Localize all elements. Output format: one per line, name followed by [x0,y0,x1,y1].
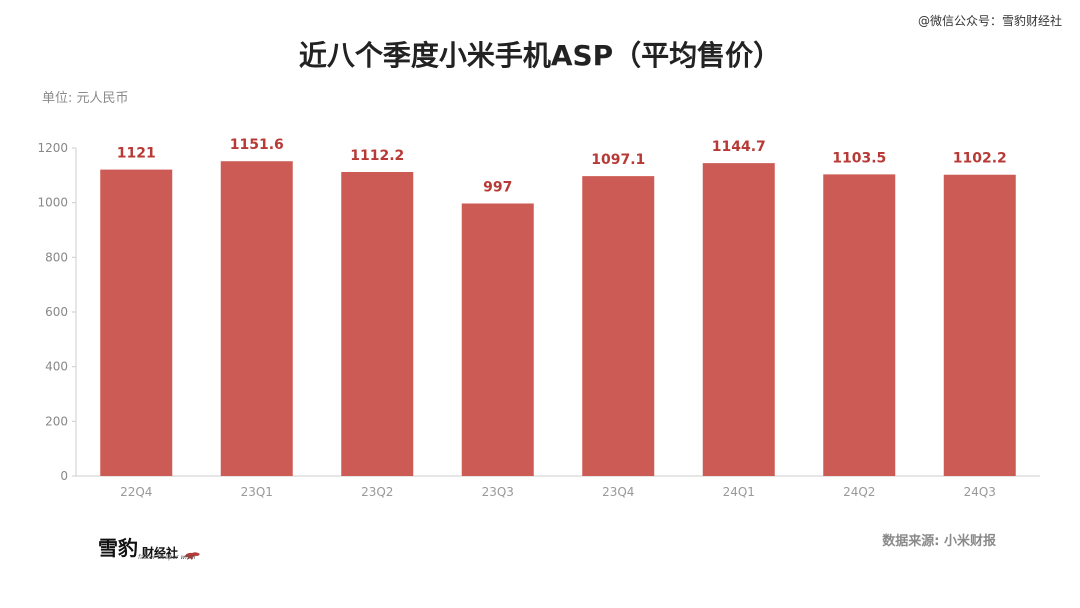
bar [702,163,775,476]
data-label: 1144.7 [712,139,766,155]
x-tick-label: 23Q3 [482,485,514,499]
bar [582,176,655,476]
x-tick-label: 24Q3 [964,485,996,499]
unit-label: 单位: 元人民币 [42,91,129,106]
y-tick-label: 800 [45,250,68,264]
data-label: 1097.1 [591,152,645,168]
bar [943,174,1016,476]
data-label: 997 [483,179,512,195]
chart-title: 近八个季度小米手机ASP（平均售价） [298,39,782,72]
data-label: 1121 [117,146,156,162]
data-label: 1103.5 [832,150,886,166]
y-tick-label: 0 [60,469,68,483]
data-label: 1112.2 [350,148,404,164]
bar [461,203,534,476]
x-tick-label: 23Q1 [241,485,273,499]
x-tick-label: 23Q4 [602,485,634,499]
leopard-icon [184,552,201,560]
y-tick-label: 400 [45,360,68,374]
bar [341,171,414,477]
x-tick-label: 24Q1 [723,485,755,499]
logo-tagline: faster deeper wiser [138,554,197,561]
source-label: 数据来源: 小米财报 [882,534,996,549]
bar [100,169,173,477]
y-tick-label: 1000 [37,196,68,210]
data-label: 1102.2 [953,151,1007,167]
y-tick-label: 600 [45,305,68,319]
bar [220,161,293,476]
y-tick-label: 200 [45,414,68,428]
x-tick-label: 23Q2 [361,485,393,499]
x-tick-label: 24Q2 [843,485,875,499]
watermark: @微信公众号：雪豹财经社 [917,14,1062,28]
logo-main-text: 雪豹 [98,536,138,560]
bar [823,174,896,477]
logo-sub-text: 财经社 [142,546,179,560]
y-tick-label: 1200 [37,141,68,155]
data-label: 1151.6 [230,137,284,153]
brand-logo: 雪豹 财经社 faster deeper wiser [98,532,201,561]
x-tick-label: 22Q4 [120,485,152,499]
